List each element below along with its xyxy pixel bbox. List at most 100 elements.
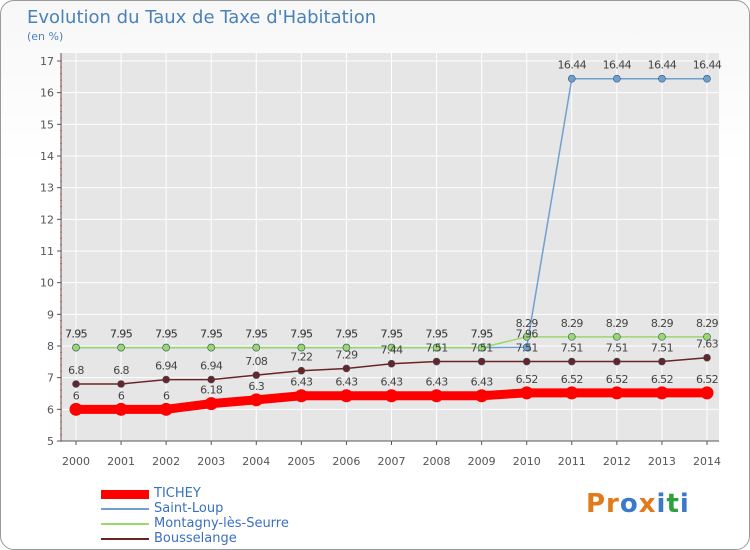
data-point-tichey-2002 — [159, 402, 173, 416]
data-label-tichey-2010: 6.52 — [516, 373, 538, 386]
chart-unit-label: (en %) — [27, 30, 64, 43]
data-label-montagny-les-seurre-2010: 8.29 — [516, 317, 539, 330]
x-tick-label-2014: 2014 — [693, 455, 721, 468]
x-tick-label-2000: 2000 — [62, 455, 90, 468]
data-label-montagny-les-seurre-2002: 7.95 — [155, 328, 178, 341]
plot-background — [61, 53, 719, 441]
y-minor-tick — [60, 262, 62, 265]
data-point-tichey-2010 — [520, 386, 534, 400]
data-label-tichey-2001: 6 — [118, 389, 125, 402]
data-label-montagny-les-seurre-2003: 7.95 — [200, 328, 223, 341]
y-minor-tick — [60, 142, 62, 145]
data-label-saint-loup-2008: 7.95 — [426, 328, 449, 341]
data-label-saint-loup-2001: 7.95 — [110, 328, 133, 341]
data-label-tichey-2013: 6.52 — [651, 373, 673, 386]
legend-label-tichey: TICHEY — [154, 486, 201, 501]
logo-letter-i: i — [656, 489, 667, 519]
x-tick-label-2010: 2010 — [513, 455, 541, 468]
data-label-saint-loup-2011: 16.44 — [558, 59, 587, 72]
data-label-bousselange-2011: 7.51 — [561, 342, 583, 355]
data-point-tichey-2004 — [249, 393, 263, 407]
data-label-saint-loup-2014: 16.44 — [693, 59, 722, 72]
legend-label-montagny-les-seurre: Montagny-lès-Seurre — [154, 516, 289, 531]
data-point-montagny-les-seurre-2001 — [117, 343, 125, 352]
y-tick-label-12: 12 — [40, 213, 54, 226]
y-tick-label-8: 8 — [47, 340, 54, 353]
y-minor-tick — [60, 351, 62, 354]
data-point-tichey-2005 — [294, 389, 308, 403]
data-point-bousselange-2005 — [297, 366, 306, 375]
legend-swatch-montagny-les-seurre — [101, 523, 149, 525]
y-tick-label-11: 11 — [40, 245, 54, 258]
data-label-bousselange-2012: 7.51 — [606, 342, 628, 355]
y-tick-label-14: 14 — [40, 150, 54, 163]
y-minor-tick — [60, 237, 62, 240]
y-minor-tick — [60, 414, 62, 417]
data-label-tichey-2002: 6 — [163, 389, 170, 402]
data-label-saint-loup-2004: 7.95 — [245, 328, 268, 341]
data-label-tichey-2006: 6.43 — [335, 376, 358, 389]
data-point-bousselange-2003 — [207, 375, 216, 384]
y-tick-label-5: 5 — [47, 435, 54, 448]
data-label-tichey-2005: 6.43 — [290, 376, 313, 389]
data-point-bousselange-2010 — [522, 357, 531, 366]
x-tick-label-2012: 2012 — [603, 455, 631, 468]
data-point-montagny-les-seurre-2007 — [387, 343, 396, 352]
x-tick-label-2007: 2007 — [378, 455, 406, 468]
data-label-bousselange-2000: 6.8 — [68, 364, 84, 377]
data-label-montagny-les-seurre-2014: 8.29 — [696, 317, 719, 330]
y-minor-tick — [60, 104, 62, 107]
y-minor-tick — [60, 91, 62, 94]
y-minor-tick — [60, 364, 62, 366]
data-label-saint-loup-2003: 7.95 — [200, 328, 223, 341]
data-point-tichey-2003 — [204, 397, 218, 411]
y-minor-tick — [60, 427, 62, 430]
y-minor-tick — [60, 129, 62, 132]
data-label-bousselange-2004: 7.08 — [245, 355, 268, 368]
data-label-tichey-2007: 6.43 — [380, 376, 403, 389]
y-minor-tick — [60, 338, 62, 341]
y-minor-tick — [60, 148, 62, 151]
legend-label-saint-loup: Saint-Loup — [154, 501, 224, 516]
data-label-tichey-2003: 6.18 — [200, 384, 223, 397]
y-minor-tick — [60, 275, 62, 278]
y-minor-tick — [60, 256, 62, 259]
data-label-montagny-les-seurre-2013: 8.29 — [651, 317, 674, 330]
y-minor-tick — [60, 218, 62, 221]
y-minor-tick — [60, 79, 62, 81]
data-label-montagny-les-seurre-2009: 7.95 — [471, 328, 494, 341]
data-point-montagny-les-seurre-2014 — [703, 333, 711, 341]
data-point-bousselange-2004 — [252, 371, 261, 379]
data-label-montagny-les-seurre-2004: 7.95 — [245, 328, 268, 341]
legend-swatch-bousselange — [101, 538, 149, 540]
data-point-bousselange-2002 — [162, 375, 170, 384]
data-label-saint-loup-2000: 7.95 — [65, 328, 88, 341]
y-minor-tick — [60, 332, 62, 335]
y-minor-tick — [60, 85, 62, 88]
data-label-tichey-2008: 6.43 — [426, 376, 449, 389]
y-tick-label-6: 6 — [47, 403, 54, 416]
data-label-bousselange-2006: 7.29 — [335, 348, 358, 361]
y-minor-tick — [60, 72, 62, 75]
data-label-montagny-les-seurre-2011: 8.29 — [561, 317, 584, 330]
x-tick-label-2013: 2013 — [648, 455, 676, 468]
data-label-montagny-les-seurre-2001: 7.95 — [110, 328, 133, 341]
data-label-bousselange-2003: 6.94 — [200, 360, 223, 373]
y-minor-tick — [60, 161, 62, 164]
data-label-montagny-les-seurre-2012: 8.29 — [606, 317, 629, 330]
logo-letter-o: o — [619, 489, 639, 519]
data-point-tichey-2014 — [700, 386, 714, 400]
legend-swatch-saint-loup — [101, 508, 149, 510]
data-label-saint-loup-2005: 7.95 — [290, 328, 313, 341]
data-point-montagny-les-seurre-2010 — [522, 333, 531, 341]
data-point-bousselange-2008 — [432, 357, 441, 366]
y-minor-tick — [60, 98, 62, 100]
data-point-montagny-les-seurre-2003 — [207, 343, 216, 352]
data-label-bousselange-2002: 6.94 — [155, 360, 178, 373]
data-label-tichey-2012: 6.52 — [606, 373, 628, 386]
y-tick-label-10: 10 — [40, 277, 54, 290]
logo-letters-pr: Pr — [586, 489, 620, 519]
data-point-montagny-les-seurre-2011 — [567, 333, 576, 341]
logo-letter-x: x — [638, 489, 657, 519]
y-minor-tick — [60, 110, 62, 113]
